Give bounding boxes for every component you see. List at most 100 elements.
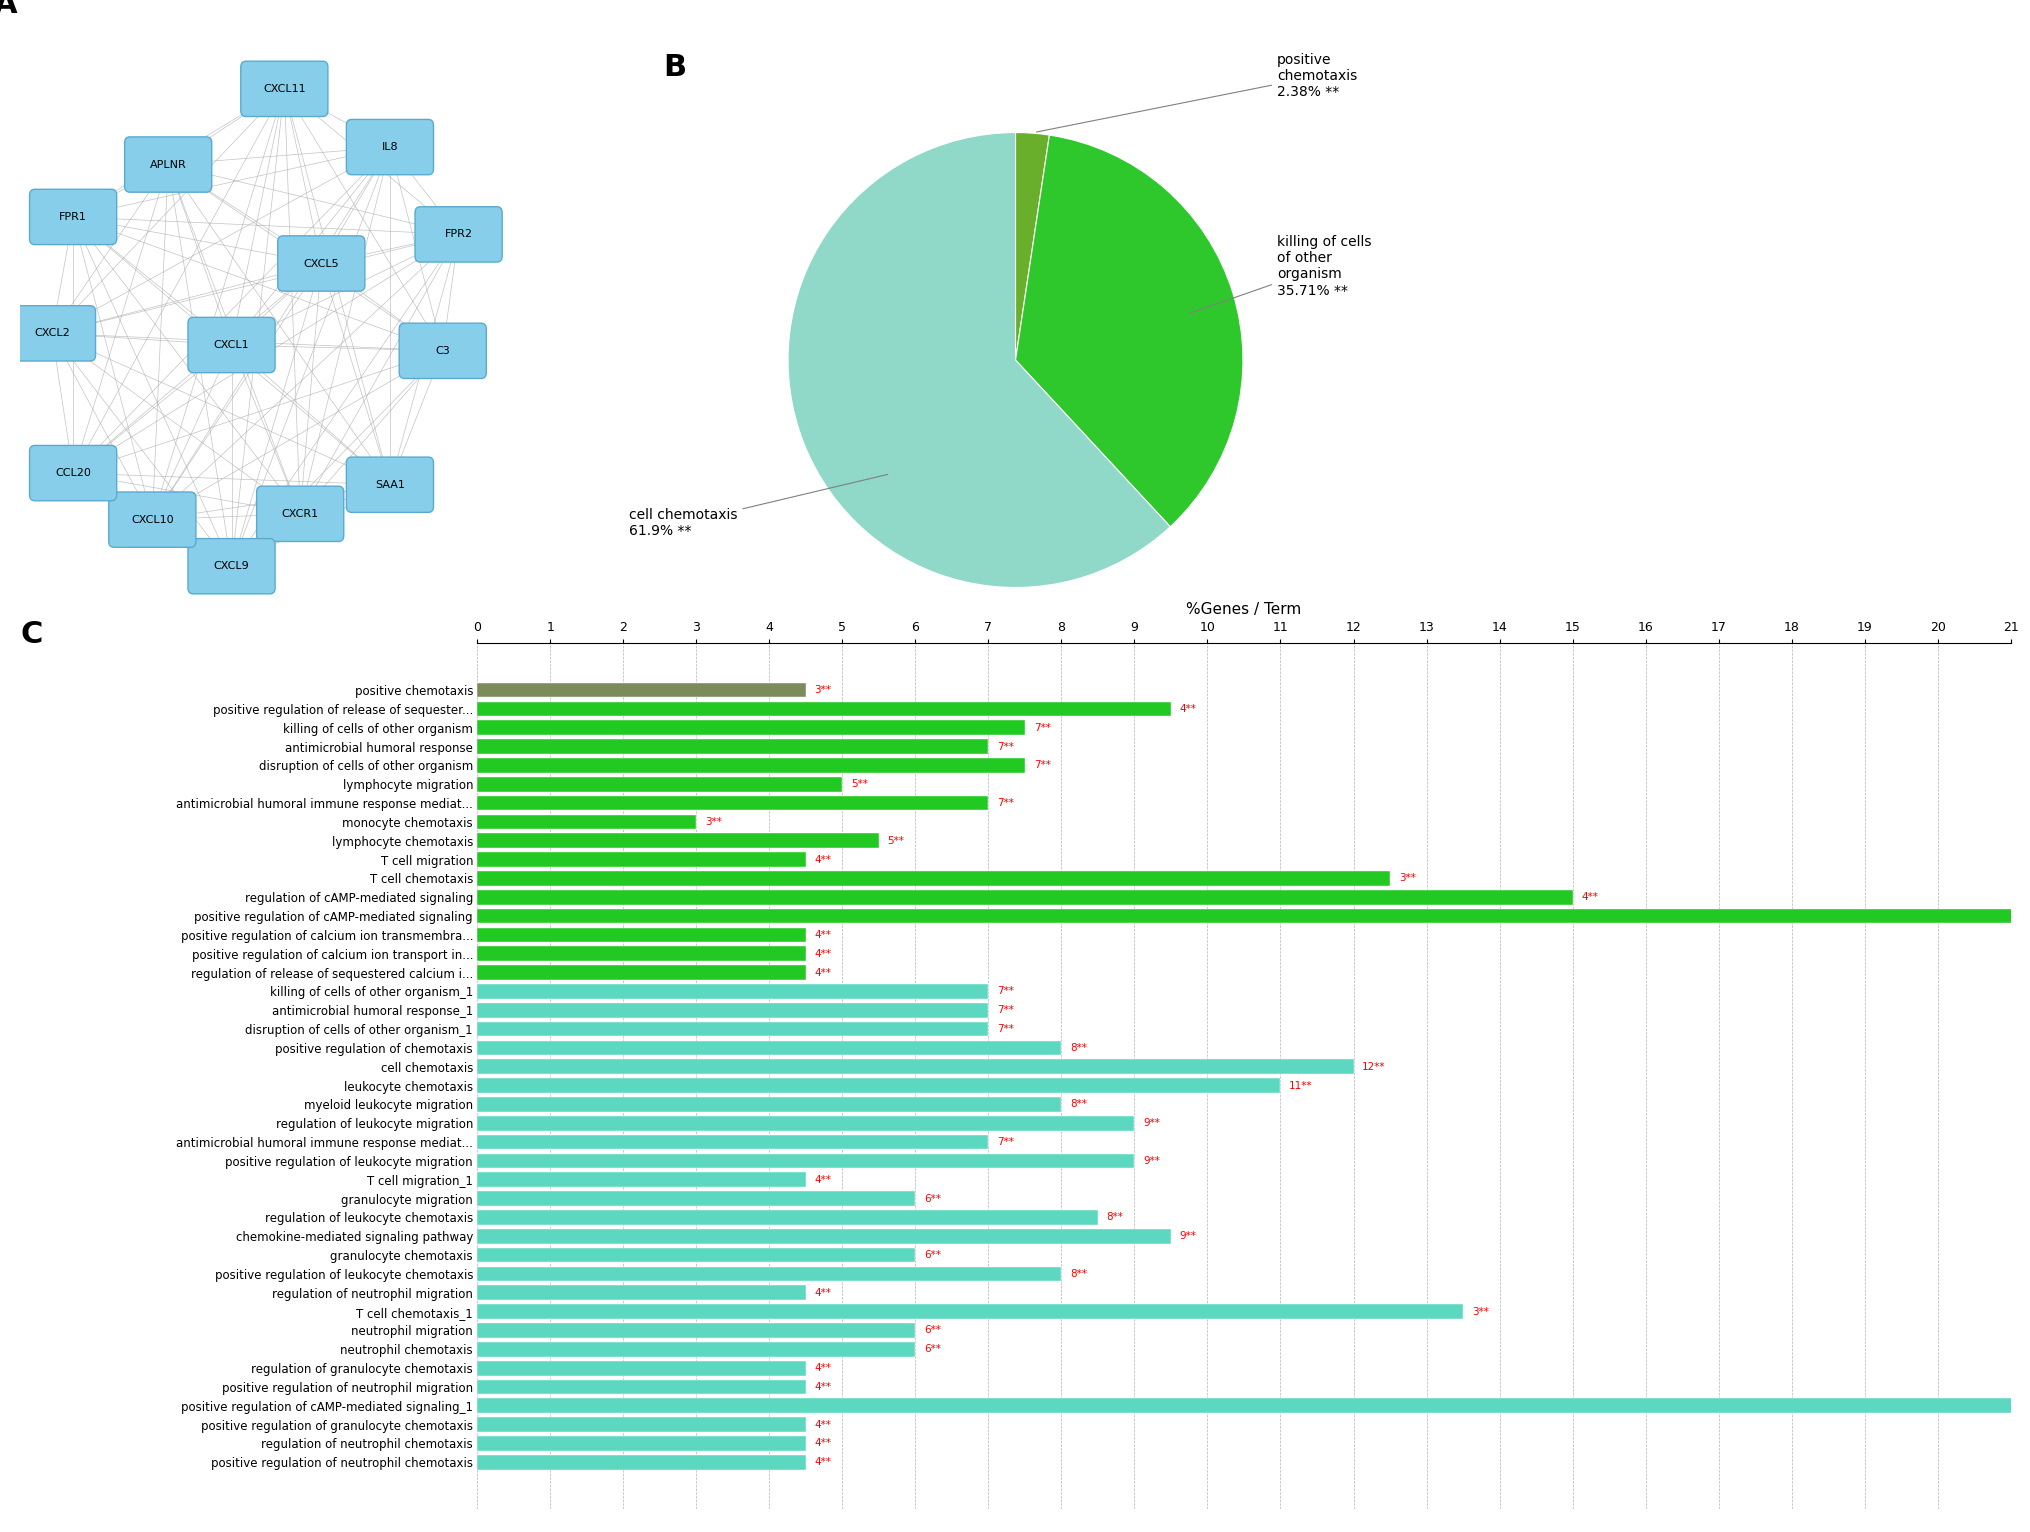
Text: %Genes / Term: %Genes / Term [958,666,1072,682]
Text: 4**: 4** [1179,705,1196,714]
Text: 8**: 8** [1106,1212,1123,1223]
Text: 4**: 4** [814,948,830,959]
Bar [477,1097,1062,1112]
Bar [477,1342,916,1357]
Bar [477,815,696,829]
Bar [477,795,989,810]
FancyBboxPatch shape [8,306,95,362]
Text: 9**: 9** [1179,1232,1196,1241]
Bar [477,1192,916,1206]
FancyBboxPatch shape [278,236,365,291]
Text: 7**: 7** [997,1005,1013,1016]
Text: IL8: IL8 [382,142,398,152]
Text: 7**: 7** [1033,723,1050,732]
Text: CXCL10: CXCL10 [132,515,173,524]
FancyBboxPatch shape [110,492,195,547]
Bar [477,1079,1279,1092]
Bar [477,890,1571,905]
Text: CXCL11: CXCL11 [264,84,304,93]
Text: 3**: 3** [814,685,830,696]
Bar [477,702,1171,717]
Bar [477,1455,806,1469]
Bar [477,1210,1098,1224]
Text: APLNR: APLNR [150,159,187,170]
Text: 12**: 12** [1362,1062,1384,1072]
Text: 7**: 7** [997,741,1013,752]
Bar [477,1229,1171,1244]
Bar [477,1304,1462,1319]
Text: 5**: 5** [851,780,867,789]
Text: SAA1: SAA1 [376,480,404,490]
Wedge shape [1015,135,1242,527]
Bar [477,720,1025,735]
Text: positive
chemotaxis
2.38% **: positive chemotaxis 2.38% ** [1035,54,1356,132]
Text: 4**: 4** [1581,892,1598,902]
Text: 4**: 4** [814,968,830,977]
Bar [477,984,989,999]
FancyBboxPatch shape [414,207,501,262]
X-axis label: %Genes / Term: %Genes / Term [1186,602,1301,617]
Bar [477,683,806,697]
Text: cell chemotaxis
61.9% **: cell chemotaxis 61.9% ** [629,475,887,538]
Bar [477,1285,806,1301]
Bar [477,908,2030,924]
Text: 4**: 4** [814,1420,830,1429]
Bar [477,947,806,961]
Bar [477,1399,2030,1413]
Bar [477,1324,916,1337]
Text: 8**: 8** [1070,1100,1086,1109]
Bar [477,1247,916,1262]
Text: CCL20: CCL20 [55,469,91,478]
Text: CXCR1: CXCR1 [282,509,319,519]
Text: 7**: 7** [997,798,1013,809]
Bar [477,1435,806,1451]
Text: 9**: 9** [1143,1157,1159,1166]
Text: B: B [662,54,686,81]
Bar [477,1417,806,1432]
Bar [477,1060,1352,1074]
Text: 7**: 7** [997,1025,1013,1034]
FancyBboxPatch shape [347,119,432,175]
Wedge shape [1015,133,1050,360]
Bar [477,740,989,754]
Text: 6**: 6** [924,1344,940,1354]
Text: 8**: 8** [1070,1043,1086,1052]
FancyBboxPatch shape [189,539,274,594]
Text: A: A [0,0,18,18]
Bar [477,1040,1062,1056]
Text: killing of cells
of other
organism
35.71% **: killing of cells of other organism 35.71… [1188,234,1370,314]
Bar [477,1022,989,1037]
Text: 4**: 4** [814,1175,830,1184]
Text: FPR2: FPR2 [445,230,473,239]
Text: 3**: 3** [1399,873,1415,884]
FancyBboxPatch shape [400,323,485,378]
Bar [477,872,1389,885]
Bar [477,1267,1062,1281]
Text: C3: C3 [434,346,451,355]
Text: 7**: 7** [997,987,1013,996]
Text: 8**: 8** [1070,1268,1086,1279]
Text: 4**: 4** [814,1288,830,1298]
Wedge shape [788,133,1169,587]
Text: 7**: 7** [997,1137,1013,1147]
Text: 4**: 4** [814,1382,830,1393]
Text: FPR1: FPR1 [59,211,87,222]
Bar [477,758,1025,772]
Text: 6**: 6** [924,1325,940,1336]
Text: 4**: 4** [814,1363,830,1373]
FancyBboxPatch shape [347,457,432,512]
Text: 3**: 3** [704,817,721,827]
Bar [477,1380,806,1394]
Text: 6**: 6** [924,1193,940,1204]
Text: 3**: 3** [1472,1307,1488,1316]
Text: 5**: 5** [887,836,903,846]
Bar [477,833,879,849]
Text: CXCL9: CXCL9 [213,561,250,571]
FancyBboxPatch shape [30,446,116,501]
FancyBboxPatch shape [242,61,327,116]
Text: C: C [20,620,43,650]
FancyBboxPatch shape [124,136,211,192]
Bar [477,1003,989,1017]
Text: 4**: 4** [814,855,830,864]
Text: 7**: 7** [1033,760,1050,771]
